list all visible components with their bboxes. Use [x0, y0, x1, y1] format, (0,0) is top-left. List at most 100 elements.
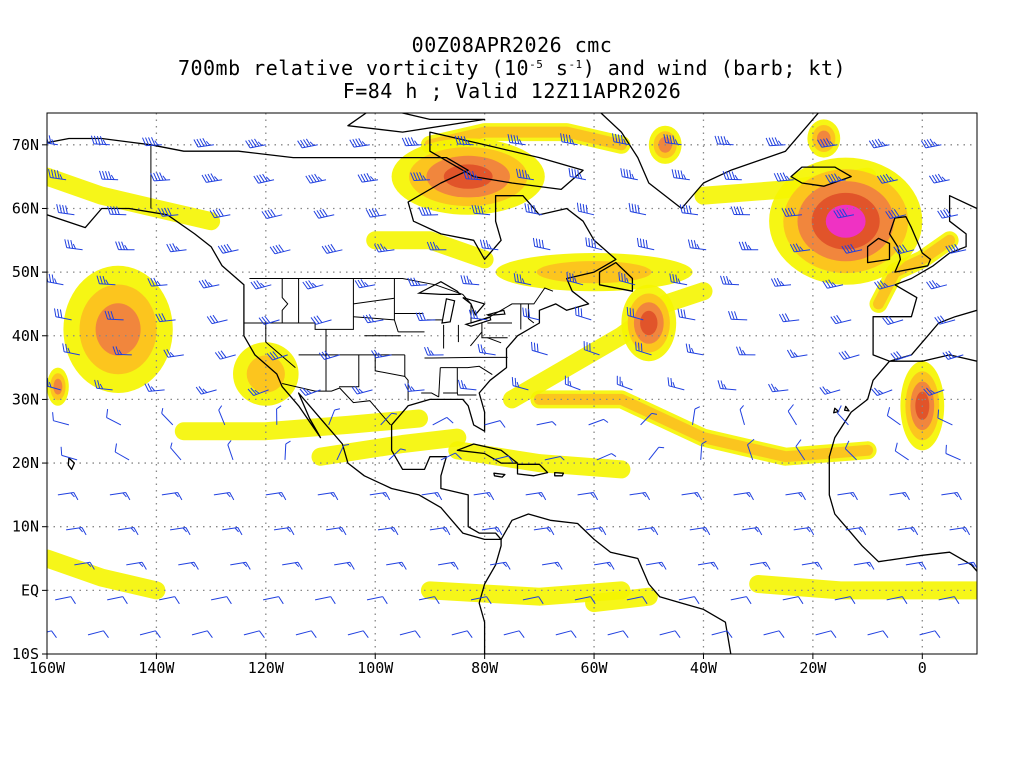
barb-flag: [65, 343, 68, 353]
wind-barb: [838, 350, 860, 360]
wind-barb: [937, 409, 953, 426]
wind-barb: [885, 209, 907, 219]
vorticity-band: [585, 587, 658, 613]
barb-flag: [429, 241, 434, 251]
barb-flag: [305, 138, 312, 147]
barb-flag: [264, 315, 271, 324]
coastline: [598, 261, 634, 292]
barb-flag: [198, 386, 205, 394]
wind-barb: [574, 596, 596, 605]
wind-barb: [245, 138, 266, 149]
barb-staff: [170, 447, 182, 461]
coastline: [478, 513, 732, 654]
wind-barb: [876, 173, 898, 184]
barb-flag: [577, 169, 580, 179]
barb-staff: [622, 176, 638, 181]
barb-flag: [888, 315, 894, 324]
barb-flag: [731, 311, 735, 320]
barb-flag: [728, 279, 733, 285]
barb-flag: [480, 205, 484, 215]
barb-flag: [527, 173, 531, 180]
barb-flag: [371, 208, 377, 217]
barb-flag: [469, 279, 473, 285]
barb-flag: [122, 596, 128, 605]
barb-flag: [418, 207, 423, 216]
barb-flag: [879, 175, 886, 183]
barb-flag: [636, 237, 640, 247]
barb-flag: [844, 440, 850, 449]
barb-staff: [492, 455, 509, 461]
wind-barb: [52, 412, 70, 426]
barb-flag: [776, 172, 782, 182]
barb-flag: [306, 389, 312, 394]
lat-tick-label: 50N: [12, 263, 39, 281]
barb-flag: [324, 245, 331, 253]
barb-flag: [488, 243, 492, 250]
barb-flag: [90, 135, 95, 145]
barb-flag: [730, 206, 735, 215]
wind-barb: [195, 386, 217, 395]
wind-barb: [107, 206, 127, 216]
barb-flag: [416, 172, 421, 181]
barb-flag: [728, 171, 733, 180]
barb-staff: [451, 630, 468, 636]
wind-barb: [349, 138, 370, 148]
barb-flag: [311, 174, 317, 183]
barb-flag: [560, 456, 565, 461]
barb-flag: [245, 140, 251, 149]
coastline: [872, 195, 977, 362]
wind-barb: [276, 405, 282, 425]
barb-flag: [209, 315, 216, 324]
wind-barb: [841, 243, 863, 254]
barb-flag: [650, 527, 655, 533]
barb-flag: [510, 134, 514, 144]
barb-flag: [207, 173, 213, 182]
wind-barb: [247, 387, 269, 396]
barb-flag: [471, 204, 475, 214]
barb-flag: [147, 383, 153, 392]
wind-barb: [142, 137, 162, 147]
barb-flag: [404, 383, 409, 392]
barb-flag: [723, 275, 727, 285]
barb-flag: [624, 273, 626, 283]
barb-flag: [639, 238, 642, 248]
wind-barb: [532, 237, 551, 251]
barb-flag: [174, 596, 180, 605]
wind-barb: [261, 209, 283, 219]
barb-flag: [362, 315, 369, 324]
barb-flag: [258, 630, 265, 638]
wind-barb: [928, 173, 950, 184]
barb-flag: [494, 527, 499, 533]
wind-barb: [305, 173, 327, 184]
barb-flag: [535, 238, 539, 248]
barb-flag: [334, 408, 341, 411]
barb-staff: [295, 630, 312, 636]
barb-flag: [416, 280, 421, 286]
barb-flag: [220, 350, 227, 358]
barb-staff: [867, 630, 884, 636]
barb-flag: [398, 562, 404, 567]
wind-barb: [144, 383, 165, 392]
barb-flag: [427, 206, 432, 216]
wind-barb: [399, 630, 421, 638]
wind-barb: [432, 416, 454, 426]
barb-flag: [198, 280, 205, 289]
barb-flag: [787, 404, 794, 412]
barb-flag: [868, 140, 875, 149]
barb-flag: [620, 168, 623, 177]
barb-flag: [787, 207, 793, 217]
wind-barb: [938, 596, 960, 605]
wind-barb: [213, 492, 235, 501]
barb-flag: [308, 174, 314, 183]
barb-flag: [313, 210, 320, 219]
barb-flag: [254, 138, 260, 147]
barb-flag: [622, 630, 629, 638]
wind-barb: [636, 237, 655, 251]
barb-flag: [316, 315, 323, 323]
barb-flag: [242, 562, 248, 567]
wind-barb: [250, 280, 272, 290]
wind-barb: [201, 173, 223, 183]
barb-flag: [877, 138, 884, 147]
wind-barb: [730, 206, 751, 216]
barb-flag: [890, 353, 897, 361]
